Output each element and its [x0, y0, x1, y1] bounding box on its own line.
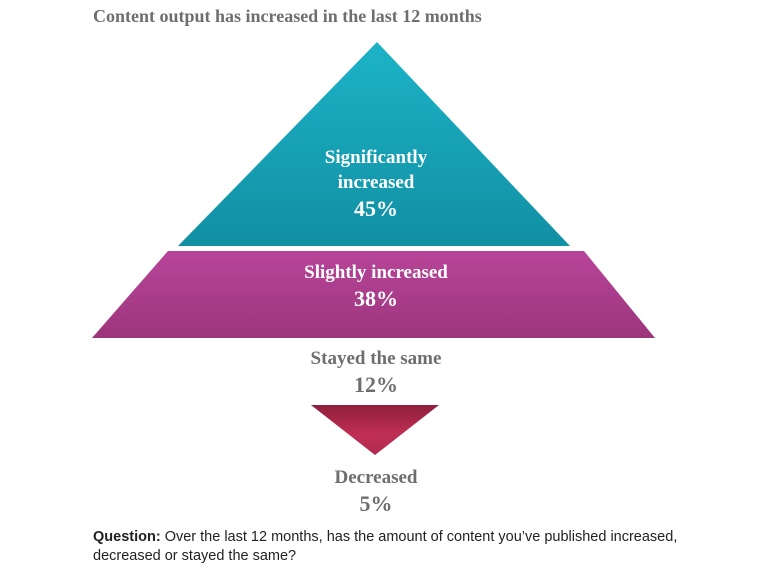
footnote-label: Question: [93, 529, 161, 545]
footnote-text: Over the last 12 months, has the amount … [93, 529, 678, 564]
category-label: Significantly increased [324, 147, 428, 193]
segment-label: Decreased 5% [276, 465, 476, 518]
segment-label: Slightly increased 38% [256, 260, 496, 313]
category-label: Slightly increased [304, 262, 448, 283]
value-label: 5% [359, 491, 393, 516]
pyramid-segment [92, 251, 655, 338]
pyramid-segment [311, 405, 439, 455]
value-label: 38% [354, 286, 398, 311]
segment-label: Stayed the same 12% [256, 346, 496, 399]
segment-label: Significantly increased 45% [286, 145, 466, 223]
footnote: Question: Over the last 12 months, has t… [93, 528, 733, 566]
chart-title: Content output has increased in the last… [93, 6, 482, 26]
category-label: Decreased [334, 467, 418, 488]
pyramid-segment [178, 42, 570, 246]
category-label: Stayed the same [310, 348, 442, 369]
value-label: 12% [354, 372, 398, 397]
value-label: 45% [354, 196, 398, 221]
